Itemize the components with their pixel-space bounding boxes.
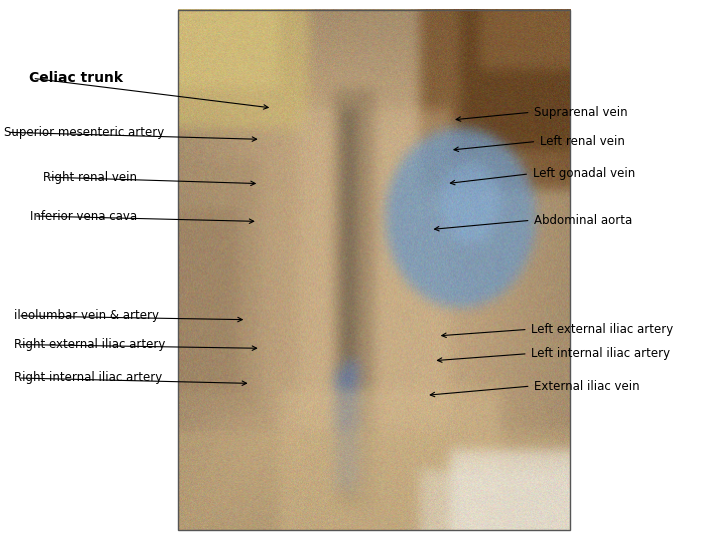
Text: Abdominal aorta: Abdominal aorta — [534, 214, 632, 227]
Text: Left external iliac artery: Left external iliac artery — [531, 323, 674, 336]
Text: Left gonadal vein: Left gonadal vein — [533, 167, 635, 180]
Text: ileolumbar vein & artery: ileolumbar vein & artery — [14, 309, 159, 322]
Text: Right external iliac artery: Right external iliac artery — [14, 338, 166, 351]
Text: Right renal vein: Right renal vein — [43, 171, 138, 184]
Text: Inferior vena cava: Inferior vena cava — [30, 210, 138, 222]
Text: Celiac trunk: Celiac trunk — [29, 71, 123, 85]
Text: Superior mesenteric artery: Superior mesenteric artery — [4, 126, 164, 139]
Text: Left renal vein: Left renal vein — [540, 135, 625, 148]
Text: Right internal iliac artery: Right internal iliac artery — [14, 372, 163, 384]
Text: Suprarenal vein: Suprarenal vein — [534, 106, 628, 119]
Text: Left internal iliac artery: Left internal iliac artery — [531, 347, 670, 360]
Bar — [178, 10, 570, 530]
Text: External iliac vein: External iliac vein — [534, 380, 640, 393]
